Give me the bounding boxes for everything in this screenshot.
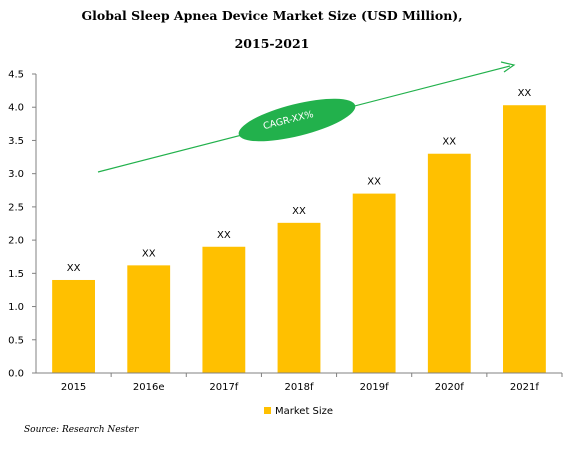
bar-2015 bbox=[52, 279, 95, 373]
chart-title: Global Sleep Apnea Device Market Size (U… bbox=[81, 8, 462, 23]
data-label: XX bbox=[367, 177, 381, 188]
data-label: XX bbox=[292, 206, 306, 217]
y-tick-label: 3.5 bbox=[8, 136, 24, 147]
legend-label: Market Size bbox=[275, 406, 333, 417]
legend-swatch bbox=[264, 407, 271, 414]
x-tick-label: 2016e bbox=[133, 382, 165, 393]
y-tick-label: 2.5 bbox=[8, 202, 24, 213]
x-tick-label: 2017f bbox=[209, 382, 238, 393]
x-tick-label: 2020f bbox=[435, 382, 464, 393]
y-tick-label: 3.0 bbox=[8, 169, 24, 180]
bar-2016e bbox=[127, 265, 171, 373]
y-tick-label: 4.5 bbox=[8, 70, 24, 81]
arrow-head-icon bbox=[500, 61, 516, 73]
x-tick-label: 2018f bbox=[285, 382, 314, 393]
bar-2017f bbox=[202, 246, 246, 373]
data-label: XX bbox=[518, 88, 532, 99]
x-tick-label: 2019f bbox=[360, 382, 389, 393]
bar-2020f bbox=[427, 153, 471, 373]
y-tick-label: 1.5 bbox=[8, 269, 24, 280]
bar-2021f bbox=[503, 105, 546, 374]
data-label: XX bbox=[442, 137, 456, 148]
cagr-ellipse bbox=[238, 98, 356, 142]
bar-2019f bbox=[352, 193, 396, 373]
data-label: XX bbox=[67, 263, 81, 274]
x-tick-label: 2021f bbox=[510, 382, 539, 393]
bar-2018f bbox=[277, 222, 321, 373]
y-tick-label: 0.5 bbox=[8, 335, 24, 346]
chart-subtitle: 2015-2021 bbox=[235, 36, 310, 51]
y-tick-label: 0.0 bbox=[8, 369, 24, 380]
y-tick-label: 2.0 bbox=[8, 236, 24, 247]
y-tick-label: 4.0 bbox=[8, 103, 24, 114]
data-label: XX bbox=[142, 248, 156, 259]
data-label: XX bbox=[217, 230, 231, 241]
x-tick-label: 2015 bbox=[61, 382, 86, 393]
y-tick-label: 1.0 bbox=[8, 302, 24, 313]
source-note: Source: Research Nester bbox=[24, 425, 139, 435]
